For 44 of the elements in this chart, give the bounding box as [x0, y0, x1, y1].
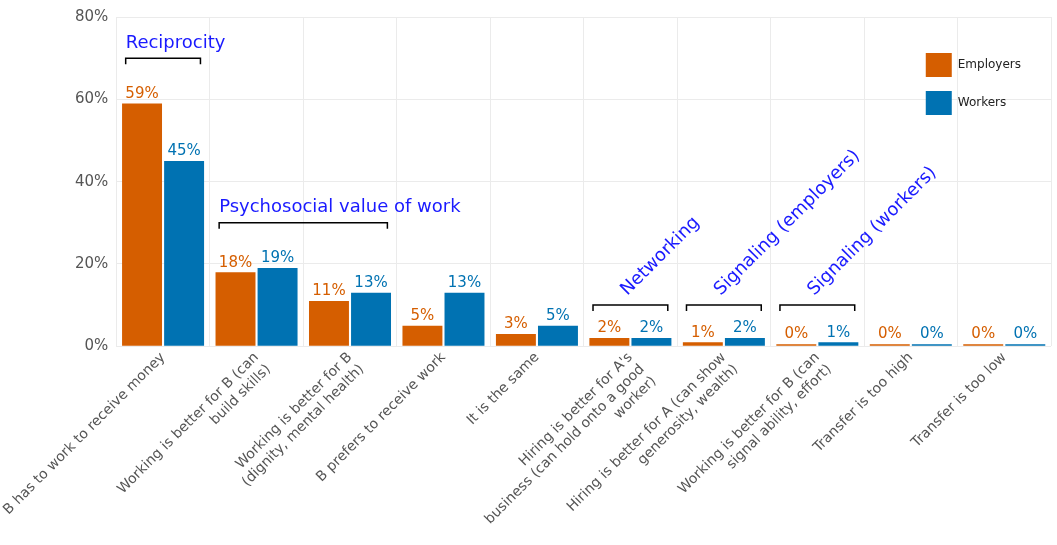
data-label: 59% [125, 83, 159, 102]
bar [351, 292, 392, 346]
data-label: 0% [877, 324, 902, 343]
legend-label: Workers [957, 95, 1007, 110]
bar [122, 103, 163, 346]
annotation: Psychosocial value of work [219, 195, 462, 217]
data-label: 0% [919, 324, 944, 343]
data-label: 0% [1013, 324, 1038, 343]
bar [164, 161, 205, 346]
bar [257, 268, 298, 346]
data-label: 2% [597, 318, 622, 337]
bar [215, 272, 256, 346]
data-label: 1% [826, 322, 851, 341]
annotation: Reciprocity [125, 30, 226, 52]
bar [495, 333, 536, 346]
bar [724, 338, 765, 346]
data-label: 1% [690, 322, 715, 341]
data-label: 5% [410, 306, 435, 325]
bar [308, 300, 349, 346]
data-label: 18% [218, 252, 253, 271]
data-label: 13% [447, 273, 482, 292]
data-label: 3% [504, 314, 528, 333]
bar [402, 325, 443, 346]
y-tick-label: 80% [74, 6, 109, 25]
data-label: 2% [733, 318, 757, 337]
data-label: 19% [260, 248, 295, 267]
data-label: 2% [639, 318, 664, 337]
bar [589, 338, 630, 346]
y-tick-label: 20% [74, 253, 109, 272]
y-tick-label: 40% [74, 171, 109, 190]
data-label: 11% [312, 281, 346, 300]
bar [818, 342, 859, 346]
bar [682, 342, 723, 346]
bar [537, 325, 578, 346]
y-tick-label: 60% [74, 89, 109, 108]
data-label: 45% [167, 141, 201, 160]
data-label: 0% [971, 324, 996, 343]
y-tick-label: 0% [84, 336, 109, 355]
data-label: 0% [784, 324, 809, 343]
bar [444, 292, 485, 346]
data-label: 13% [354, 273, 388, 292]
legend-label: Employers [957, 57, 1021, 72]
data-label: 5% [546, 306, 570, 325]
bar [631, 338, 672, 346]
